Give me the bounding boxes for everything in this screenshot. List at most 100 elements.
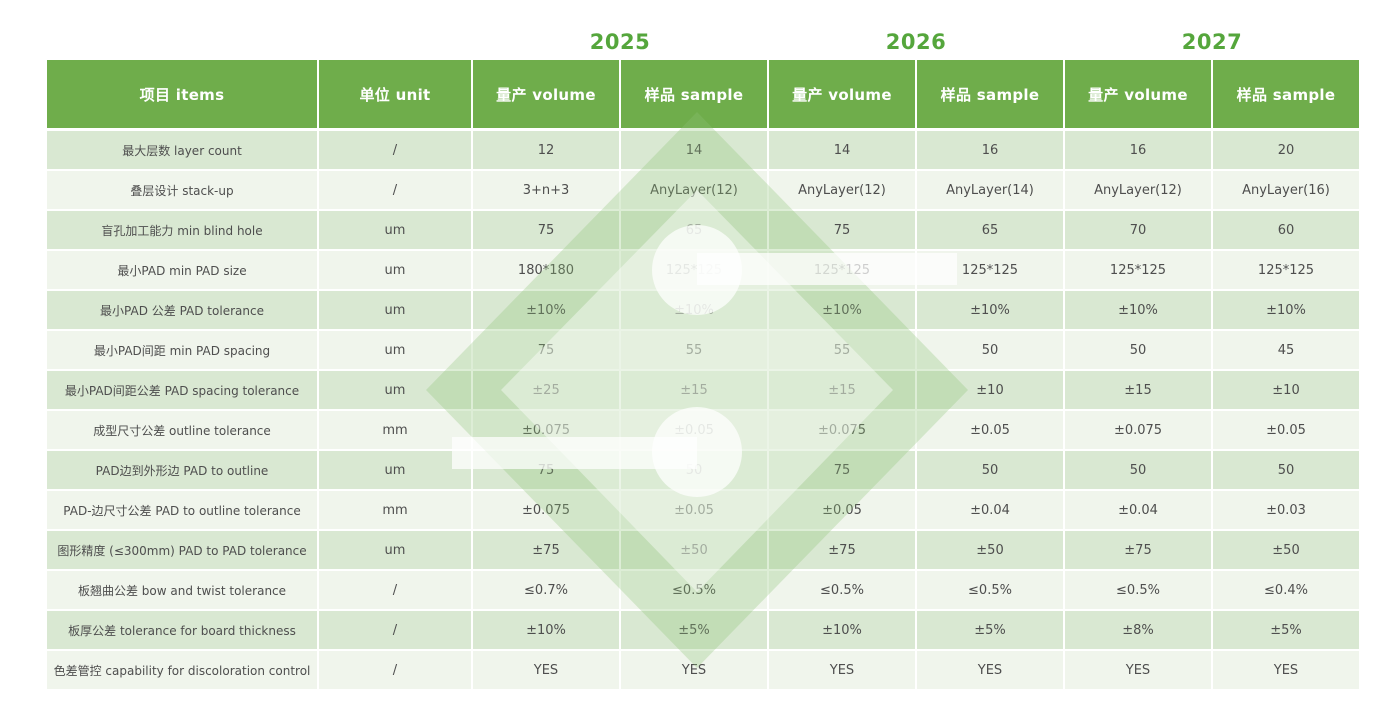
- value-cell: 125*125: [769, 251, 915, 289]
- value-cell: AnyLayer(12): [621, 171, 767, 209]
- value-cell: ≤0.5%: [1065, 571, 1211, 609]
- value-cell: 14: [621, 131, 767, 169]
- unit-cell: mm: [319, 411, 471, 449]
- value-cell: ±0.04: [1065, 491, 1211, 529]
- value-cell: ±0.05: [769, 491, 915, 529]
- value-cell: 50: [621, 451, 767, 489]
- value-cell: 50: [917, 331, 1063, 369]
- item-cell: 板厚公差 tolerance for board thickness: [47, 611, 317, 649]
- item-cell: 色差管控 capability for discoloration contro…: [47, 651, 317, 689]
- item-cell: 成型尺寸公差 outline tolerance: [47, 411, 317, 449]
- value-cell: 60: [1213, 211, 1359, 249]
- unit-cell: um: [319, 291, 471, 329]
- value-cell: ±0.03: [1213, 491, 1359, 529]
- value-cell: YES: [621, 651, 767, 689]
- value-cell: ±10%: [621, 291, 767, 329]
- value-cell: 12: [473, 131, 619, 169]
- value-cell: ±0.05: [917, 411, 1063, 449]
- unit-cell: /: [319, 571, 471, 609]
- value-cell: ±50: [917, 531, 1063, 569]
- value-cell: ≤0.4%: [1213, 571, 1359, 609]
- value-cell: ±0.075: [769, 411, 915, 449]
- unit-cell: /: [319, 171, 471, 209]
- year-label-2027: 2027: [1181, 30, 1243, 54]
- item-cell: 叠层设计 stack-up: [47, 171, 317, 209]
- value-cell: ±0.075: [473, 491, 619, 529]
- value-cell: 16: [1065, 131, 1211, 169]
- header-volume-2025: 量产 volume: [473, 60, 619, 128]
- value-cell: ±50: [621, 531, 767, 569]
- value-cell: ±0.04: [917, 491, 1063, 529]
- item-cell: 图形精度 (≤300mm) PAD to PAD tolerance: [47, 531, 317, 569]
- item-cell: 盲孔加工能力 min blind hole: [47, 211, 317, 249]
- header-sample-2025: 样品 sample: [621, 60, 767, 128]
- unit-cell: /: [319, 651, 471, 689]
- item-cell: PAD边到外形边 PAD to outline: [47, 451, 317, 489]
- table-body: 最大层数 layer count/12 14 14 16 16 20 叠层设计 stack-…: [47, 131, 1359, 689]
- value-cell: ±0.05: [621, 491, 767, 529]
- value-cell: ±8%: [1065, 611, 1211, 649]
- value-cell: ±0.05: [1213, 411, 1359, 449]
- value-cell: ±75: [1065, 531, 1211, 569]
- value-cell: 75: [769, 211, 915, 249]
- value-cell: ±5%: [621, 611, 767, 649]
- item-cell: 最小PAD间距 min PAD spacing: [47, 331, 317, 369]
- year-label-2025: 2025: [589, 30, 651, 54]
- value-cell: ≤0.5%: [917, 571, 1063, 609]
- value-cell: ±5%: [1213, 611, 1359, 649]
- unit-cell: um: [319, 531, 471, 569]
- header-unit: 单位 unit: [319, 60, 471, 128]
- header-volume-2026: 量产 volume: [769, 60, 915, 128]
- capability-table: 项目 items 单位 unit 量产 volume 样品 sample 量产 …: [47, 60, 1359, 689]
- value-cell: AnyLayer(14): [917, 171, 1063, 209]
- unit-cell: um: [319, 331, 471, 369]
- value-cell: 14: [769, 131, 915, 169]
- value-cell: ±10: [917, 371, 1063, 409]
- value-cell: AnyLayer(12): [769, 171, 915, 209]
- value-cell: 20: [1213, 131, 1359, 169]
- value-cell: YES: [1213, 651, 1359, 689]
- value-cell: 3+n+3: [473, 171, 619, 209]
- value-cell: ±25: [473, 371, 619, 409]
- value-cell: ±0.075: [1065, 411, 1211, 449]
- value-cell: YES: [473, 651, 619, 689]
- value-cell: ±10%: [769, 611, 915, 649]
- header-sample-2026: 样品 sample: [917, 60, 1063, 128]
- value-cell: 65: [917, 211, 1063, 249]
- unit-cell: um: [319, 251, 471, 289]
- value-cell: 50: [1065, 331, 1211, 369]
- value-cell: 55: [621, 331, 767, 369]
- table-header-row: 项目 items 单位 unit 量产 volume 样品 sample 量产 …: [47, 60, 1359, 128]
- value-cell: ±50: [1213, 531, 1359, 569]
- item-cell: 板翘曲公差 bow and twist tolerance: [47, 571, 317, 609]
- value-cell: ≤0.5%: [621, 571, 767, 609]
- value-cell: ±10%: [1213, 291, 1359, 329]
- value-cell: ±10%: [473, 611, 619, 649]
- value-cell: 75: [473, 451, 619, 489]
- value-cell: ≤0.7%: [473, 571, 619, 609]
- unit-cell: /: [319, 131, 471, 169]
- value-cell: 75: [769, 451, 915, 489]
- value-cell: 50: [1213, 451, 1359, 489]
- value-cell: ±10%: [917, 291, 1063, 329]
- value-cell: 16: [917, 131, 1063, 169]
- value-cell: AnyLayer(16): [1213, 171, 1359, 209]
- value-cell: ±10: [1213, 371, 1359, 409]
- value-cell: ±0.05: [621, 411, 767, 449]
- value-cell: ±5%: [917, 611, 1063, 649]
- value-cell: 75: [473, 331, 619, 369]
- value-cell: ±10%: [1065, 291, 1211, 329]
- unit-cell: um: [319, 371, 471, 409]
- value-cell: YES: [769, 651, 915, 689]
- value-cell: 55: [769, 331, 915, 369]
- value-cell: ±0.075: [473, 411, 619, 449]
- value-cell: ±10%: [473, 291, 619, 329]
- value-cell: ±15: [1065, 371, 1211, 409]
- header-sample-2027: 样品 sample: [1213, 60, 1359, 128]
- unit-cell: um: [319, 451, 471, 489]
- value-cell: ±75: [473, 531, 619, 569]
- header-volume-2027: 量产 volume: [1065, 60, 1211, 128]
- header-items: 项目 items: [47, 60, 317, 128]
- value-cell: YES: [917, 651, 1063, 689]
